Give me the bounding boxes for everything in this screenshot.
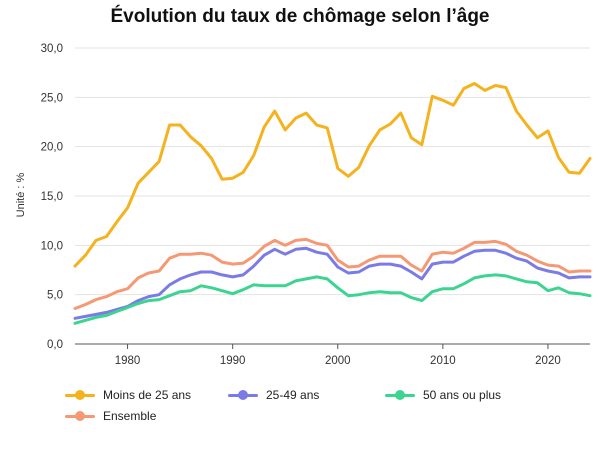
axes: [75, 343, 590, 349]
y-tick-label: 0,0: [47, 339, 63, 351]
legend-item[interactable]: 50 ans ou plus: [385, 388, 501, 402]
x-tick-label: 1990: [220, 355, 246, 367]
y-tick-labels: 0,0 5,0 10,0 15,0 20,0 25,0 30,0: [41, 43, 63, 351]
y-tick-label: 10,0: [41, 240, 63, 252]
series-layer: [73, 82, 592, 325]
legend-swatch: [385, 390, 415, 400]
series-line-3: [73, 237, 592, 310]
x-tick-label: 2010: [430, 355, 456, 367]
legend-item[interactable]: Moins de 25 ans: [65, 388, 191, 402]
legend-swatch: [65, 390, 95, 400]
y-tick-label: 25,0: [41, 92, 63, 104]
series-line-0: [73, 82, 592, 268]
x-tick-labels: 1980 1990 2000 2010 2020: [115, 355, 561, 367]
x-tick-label: 2000: [325, 355, 351, 367]
x-tick-label: 1980: [115, 355, 141, 367]
y-tick-label: 5,0: [47, 290, 63, 302]
legend-label: 25-49 ans: [266, 388, 320, 402]
x-tick-label: 2020: [535, 355, 561, 367]
y-axis-label: Unité : %: [15, 172, 27, 217]
y-tick-label: 20,0: [41, 142, 63, 154]
legend-label: Ensemble: [103, 409, 157, 423]
legend-item[interactable]: 25-49 ans: [228, 388, 319, 402]
legend-label: 50 ans ou plus: [423, 388, 502, 402]
chart-title: Évolution du taux de chômage selon l’âge: [110, 6, 490, 27]
y-tick-label: 30,0: [41, 43, 63, 55]
y-tick-label: 15,0: [41, 191, 63, 203]
series-line-1: [73, 246, 592, 320]
legend-label: Moins de 25 ans: [103, 388, 192, 402]
series-line-2: [73, 273, 592, 325]
legend-item[interactable]: Ensemble: [65, 409, 156, 423]
legend-swatch: [228, 390, 258, 400]
legend-swatch: [65, 411, 95, 421]
